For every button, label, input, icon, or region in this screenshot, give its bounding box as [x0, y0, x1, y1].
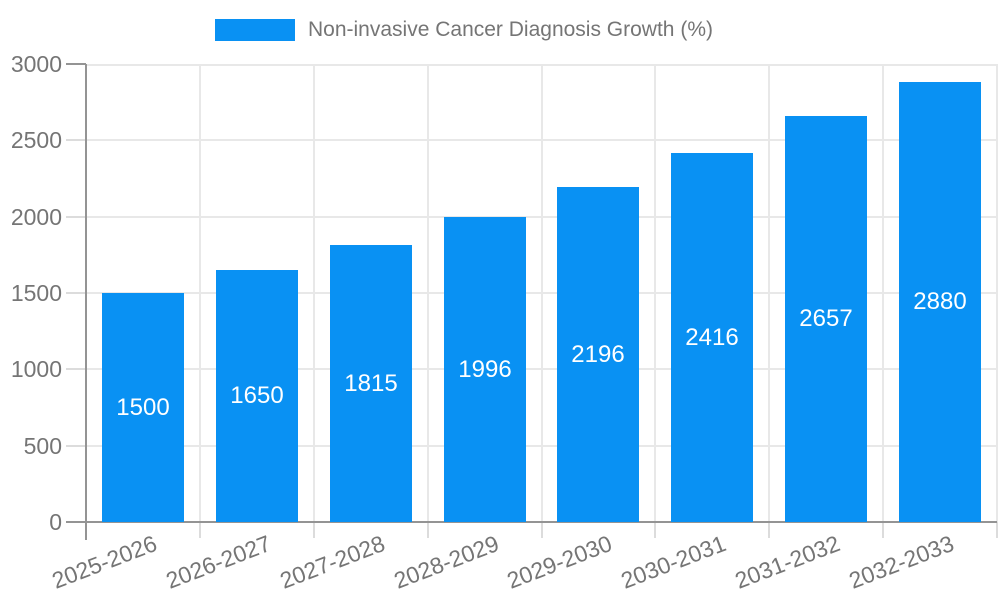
x-axis-tick — [427, 522, 429, 538]
gridline-vertical — [541, 64, 543, 522]
y-axis-tick — [66, 139, 86, 141]
bar-value-label: 1996 — [458, 356, 512, 383]
gridline-vertical — [654, 64, 656, 522]
plot-area — [86, 64, 998, 522]
bar-value-label: 2196 — [571, 341, 625, 368]
x-tick-label: 2026-2027 — [162, 530, 275, 594]
bar-value-label: 1500 — [116, 394, 170, 421]
x-axis-tick — [313, 522, 315, 538]
x-axis-tick — [768, 522, 770, 538]
bar[interactable] — [785, 116, 867, 522]
y-axis-line — [85, 64, 87, 540]
x-axis-line — [66, 521, 997, 523]
gridline-vertical — [313, 64, 315, 522]
bar[interactable] — [444, 217, 526, 522]
x-tick-label: 2025-2026 — [48, 530, 161, 594]
bar-value-label: 2657 — [799, 305, 853, 332]
x-tick-label: 2028-2029 — [390, 530, 503, 594]
y-axis-tick — [66, 216, 86, 218]
gridline-vertical — [882, 64, 884, 522]
bar-value-label: 1815 — [344, 370, 398, 397]
gridline-vertical — [768, 64, 770, 522]
legend-item[interactable]: Non-invasive Cancer Diagnosis Growth (%) — [215, 18, 713, 42]
x-axis-tick — [654, 522, 656, 538]
gridline-vertical — [996, 64, 998, 522]
x-axis-tick — [882, 522, 884, 538]
y-axis-tick — [66, 292, 86, 294]
y-tick-label: 0 — [49, 509, 62, 535]
legend-label: Non-invasive Cancer Diagnosis Growth (%) — [308, 18, 713, 41]
y-tick-label: 1000 — [10, 356, 62, 382]
bar[interactable] — [671, 153, 753, 522]
y-tick-label: 3000 — [10, 51, 62, 77]
x-tick-label: 2027-2028 — [276, 530, 389, 594]
y-axis-tick — [66, 63, 86, 65]
bar[interactable] — [216, 270, 298, 522]
bar-value-label: 2416 — [685, 324, 739, 351]
y-tick-label: 2000 — [10, 204, 62, 230]
bar[interactable] — [557, 187, 639, 522]
x-axis-tick — [199, 522, 201, 538]
x-tick-label: 2031-2032 — [731, 530, 844, 594]
bar-value-label: 1650 — [230, 382, 284, 409]
bar[interactable] — [330, 245, 412, 522]
x-tick-label: 2030-2031 — [617, 530, 730, 594]
y-tick-label: 1500 — [10, 280, 62, 306]
bar[interactable] — [899, 82, 981, 522]
x-axis-tick — [541, 522, 543, 538]
y-tick-label: 500 — [23, 433, 62, 459]
legend-swatch — [215, 19, 295, 41]
y-axis-tick — [66, 368, 86, 370]
gridline-vertical — [427, 64, 429, 522]
y-tick-label: 2500 — [10, 127, 62, 153]
bar[interactable] — [102, 293, 184, 522]
gridline-vertical — [199, 64, 201, 522]
x-tick-label: 2032-2033 — [845, 530, 958, 594]
x-axis-tick — [996, 522, 998, 538]
x-tick-label: 2029-2030 — [503, 530, 616, 594]
bar-value-label: 2880 — [913, 288, 967, 315]
y-axis-tick — [66, 445, 86, 447]
